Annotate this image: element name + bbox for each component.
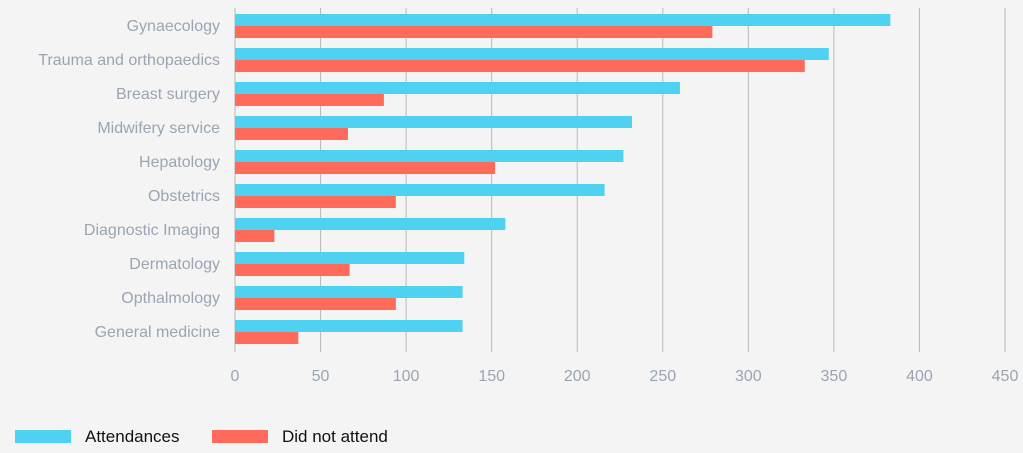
bar-attendances-hepatology — [235, 150, 624, 162]
bar-attendances-gynaecology — [235, 14, 891, 26]
bar-attendances-opthalmology — [235, 286, 463, 298]
x-tick-label-200: 200 — [564, 368, 591, 385]
x-tick-label-50: 50 — [312, 368, 330, 385]
bar-attendances-trauma-and-orthopaedics — [235, 48, 829, 60]
x-tick-label-250: 250 — [649, 368, 676, 385]
bar-did-not-attend-obstetrics — [235, 196, 396, 208]
category-label-breast-surgery: Breast surgery — [116, 86, 220, 103]
legend-label-did-not-attend: Did not attend — [282, 427, 388, 446]
legend-swatch-attendances — [15, 430, 71, 443]
bar-did-not-attend-hepatology — [235, 162, 496, 174]
category-label-general-medicine: General medicine — [95, 324, 221, 341]
bar-attendances-general-medicine — [235, 320, 463, 332]
bar-did-not-attend-opthalmology — [235, 298, 396, 310]
bar-attendances-midwifery-service — [235, 116, 632, 128]
category-label-obstetrics: Obstetrics — [148, 188, 220, 205]
bar-did-not-attend-dermatology — [235, 264, 350, 276]
bar-did-not-attend-diagnostic-imaging — [235, 230, 275, 242]
category-label-opthalmology: Opthalmology — [121, 290, 220, 307]
legend-swatch-did-not-attend — [212, 430, 268, 443]
bar-did-not-attend-breast-surgery — [235, 94, 384, 106]
bar-attendances-dermatology — [235, 252, 465, 264]
bar-did-not-attend-trauma-and-orthopaedics — [235, 60, 805, 72]
bar-attendances-diagnostic-imaging — [235, 218, 506, 230]
x-tick-label-400: 400 — [906, 368, 933, 385]
category-label-diagnostic-imaging: Diagnostic Imaging — [84, 222, 220, 239]
x-tick-label-450: 450 — [992, 368, 1019, 385]
bar-did-not-attend-general-medicine — [235, 332, 299, 344]
x-tick-label-100: 100 — [393, 368, 420, 385]
bar-did-not-attend-midwifery-service — [235, 128, 348, 140]
legend: Attendances Did not attend — [0, 426, 1023, 448]
category-label-gynaecology: Gynaecology — [127, 18, 220, 35]
x-tick-label-0: 0 — [231, 368, 240, 385]
x-tick-label-150: 150 — [478, 368, 505, 385]
category-label-trauma-and-orthopaedics: Trauma and orthopaedics — [38, 52, 220, 69]
legend-label-attendances: Attendances — [85, 427, 180, 446]
bar-did-not-attend-gynaecology — [235, 26, 713, 38]
x-tick-label-350: 350 — [821, 368, 848, 385]
category-label-midwifery-service: Midwifery service — [97, 120, 220, 137]
bar-attendances-breast-surgery — [235, 82, 680, 94]
x-tick-label-300: 300 — [735, 368, 762, 385]
category-label-hepatology: Hepatology — [139, 154, 220, 171]
category-label-dermatology: Dermatology — [129, 256, 220, 273]
bar-attendances-obstetrics — [235, 184, 605, 196]
